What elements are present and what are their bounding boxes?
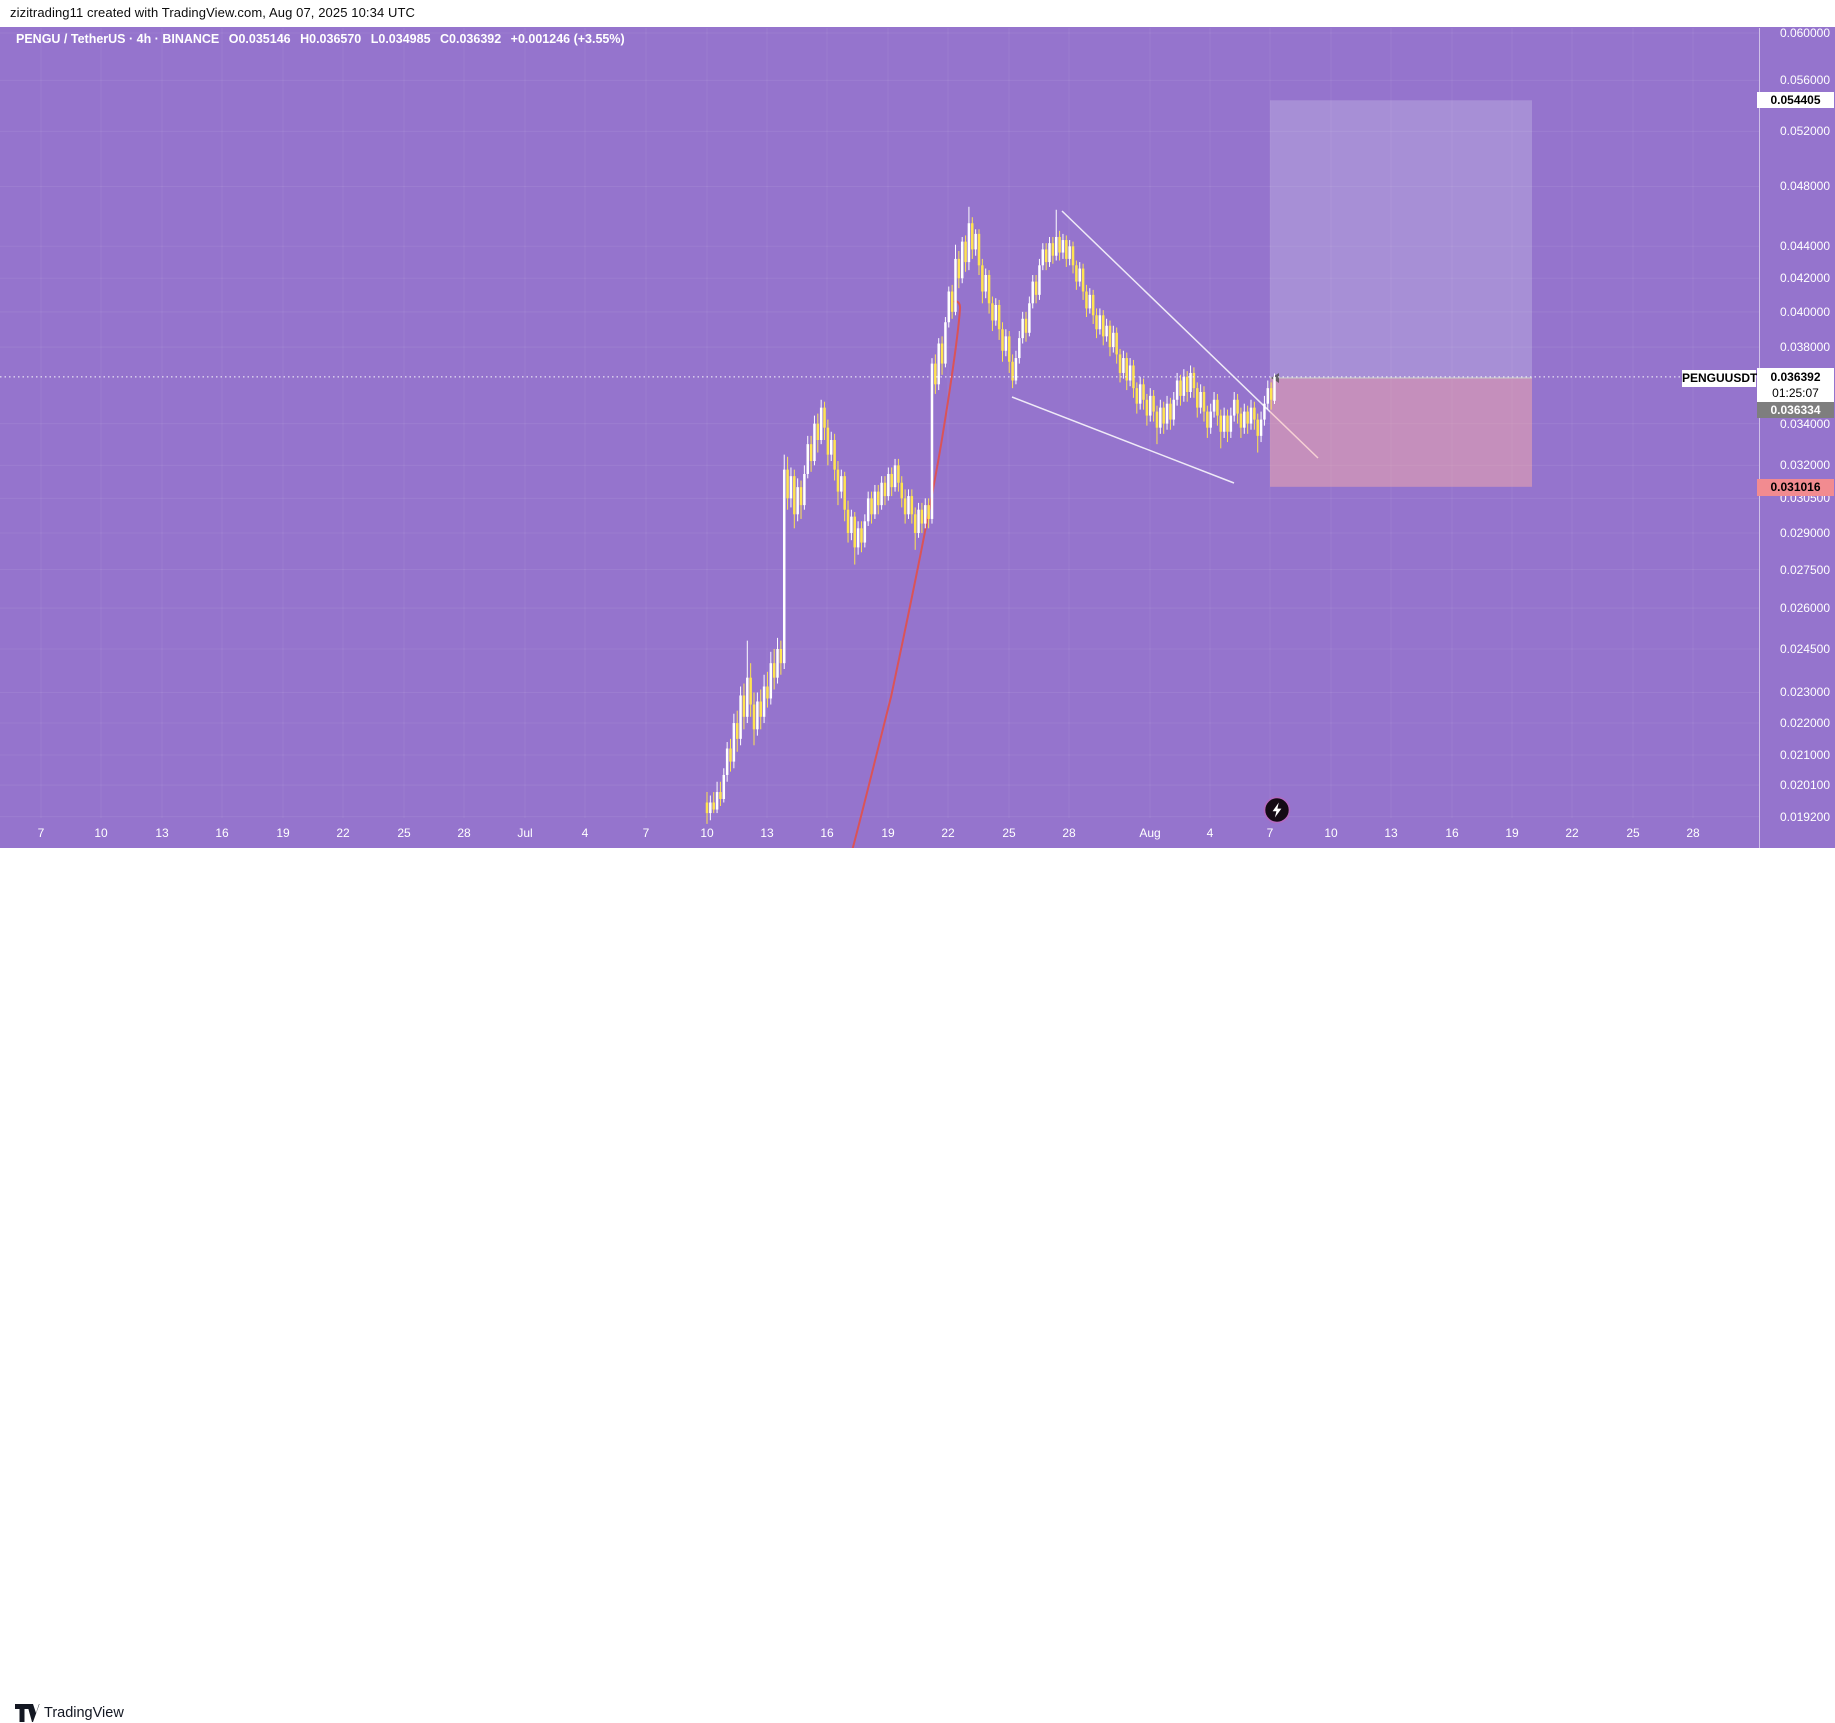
target-price-label: 0.054405 bbox=[1757, 92, 1834, 108]
price-tick-label: 0.052000 bbox=[1779, 124, 1830, 139]
symbol-title: PENGU / TetherUS · 4h · BINANCE bbox=[16, 32, 220, 46]
time-tick-label: 4 bbox=[1206, 826, 1214, 840]
price-tick-label: 0.032000 bbox=[1779, 458, 1830, 473]
brand-bar: TradingView bbox=[0, 848, 1835, 1722]
price-tick-label: 0.056000 bbox=[1779, 73, 1830, 88]
price-tick-label: 0.029000 bbox=[1779, 526, 1830, 541]
price-tick-label: 0.023000 bbox=[1779, 685, 1830, 700]
bar-countdown: 01:25:07 bbox=[1772, 386, 1819, 400]
time-tick-label: 28 bbox=[1062, 826, 1076, 840]
brand-name[interactable]: TradingView bbox=[44, 1705, 124, 1721]
low-value: L0.034985 bbox=[370, 32, 431, 46]
price-tick-label: 0.044000 bbox=[1779, 239, 1830, 254]
time-tick-label: 16 bbox=[1445, 826, 1459, 840]
time-tick-label: 13 bbox=[155, 826, 169, 840]
symbol-price-tag: PENGUUSDT bbox=[1682, 370, 1758, 387]
attribution-bar: zizitrading11 created with TradingView.c… bbox=[0, 0, 1835, 27]
change-value: +0.001246 (+3.55%) bbox=[510, 32, 625, 46]
tradingview-logo-icon[interactable] bbox=[14, 1703, 40, 1723]
ohlc-header: PENGU / TetherUS · 4h · BINANCE O0.03514… bbox=[16, 32, 631, 46]
time-tick-label: 4 bbox=[581, 826, 589, 840]
time-tick-label: 7 bbox=[1266, 826, 1274, 840]
entry-price-label: 0.036334 bbox=[1757, 402, 1834, 418]
last-price-label: 0.036392 01:25:07 bbox=[1757, 368, 1834, 402]
time-tick-label: 22 bbox=[336, 826, 350, 840]
price-tick-label: 0.022000 bbox=[1779, 716, 1830, 731]
price-tick-label: 0.038000 bbox=[1779, 340, 1830, 355]
price-tick-label: 0.042000 bbox=[1779, 271, 1830, 286]
price-tick-label: 0.048000 bbox=[1779, 179, 1830, 194]
time-tick-label: 10 bbox=[94, 826, 108, 840]
time-tick-label: 25 bbox=[1002, 826, 1016, 840]
time-tick-label: 10 bbox=[1324, 826, 1338, 840]
time-tick-label: 10 bbox=[700, 826, 714, 840]
open-value: O0.035146 bbox=[228, 32, 291, 46]
time-tick-label: 25 bbox=[397, 826, 411, 840]
price-tick-label: 0.040000 bbox=[1779, 304, 1830, 319]
price-tick-label: 0.020100 bbox=[1779, 778, 1830, 793]
close-value: C0.036392 bbox=[440, 32, 502, 46]
time-tick-label: 25 bbox=[1626, 826, 1640, 840]
time-tick-label: 13 bbox=[760, 826, 774, 840]
high-value: H0.036570 bbox=[300, 32, 362, 46]
chart-background[interactable] bbox=[0, 27, 1835, 848]
time-tick-label: 7 bbox=[642, 826, 650, 840]
price-tick-label: 0.026000 bbox=[1779, 601, 1830, 616]
lightning-icon[interactable] bbox=[1263, 796, 1291, 824]
price-tick-label: 0.034000 bbox=[1779, 416, 1830, 431]
stop-price-label: 0.031016 bbox=[1757, 479, 1834, 496]
time-tick-label: 28 bbox=[1686, 826, 1700, 840]
last-price-value: 0.036392 bbox=[1770, 370, 1821, 384]
price-tick-label: 0.060000 bbox=[1779, 25, 1830, 40]
time-tick-label: 16 bbox=[215, 826, 229, 840]
time-tick-label: 13 bbox=[1384, 826, 1398, 840]
attribution-text: zizitrading11 created with TradingView.c… bbox=[10, 5, 416, 20]
time-tick-label: Jul bbox=[517, 826, 533, 840]
time-tick-label: 16 bbox=[820, 826, 834, 840]
time-tick-label: 7 bbox=[37, 826, 45, 840]
time-tick-label: 28 bbox=[457, 826, 471, 840]
time-tick-label: 22 bbox=[941, 826, 955, 840]
price-tick-label: 0.027500 bbox=[1779, 562, 1830, 577]
time-tick-label: 22 bbox=[1565, 826, 1579, 840]
time-tick-label: 19 bbox=[276, 826, 290, 840]
price-tick-label: 0.021000 bbox=[1779, 748, 1830, 763]
time-tick-label: 19 bbox=[1505, 826, 1519, 840]
price-tick-label: 0.019200 bbox=[1779, 809, 1830, 824]
time-tick-label: Aug bbox=[1139, 826, 1161, 840]
price-tick-label: 0.024500 bbox=[1779, 642, 1830, 656]
time-tick-label: 19 bbox=[881, 826, 895, 840]
